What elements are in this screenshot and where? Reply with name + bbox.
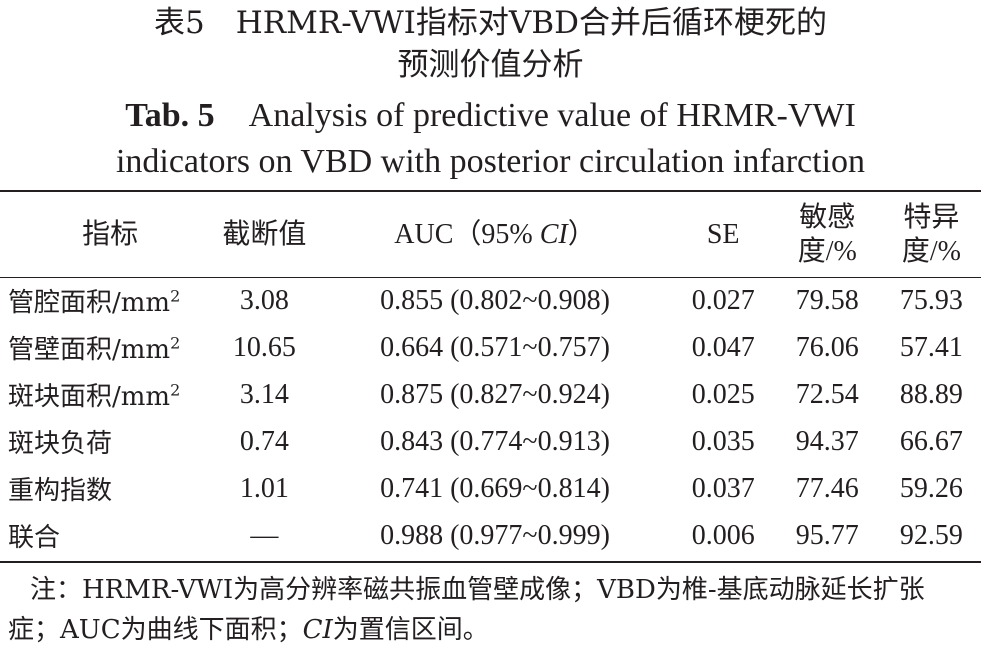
footnote-text-end: 为置信区间。 <box>332 615 489 645</box>
table-title-cn-line1: 表5 HRMR-VWI指标对VBD合并后循环梗死的 <box>154 5 827 41</box>
header-cutoff: 截断值 <box>222 218 307 250</box>
cell-sensitivity: 95.77 <box>795 519 859 551</box>
header-se: SE <box>706 218 740 250</box>
table-row: 管壁面积/mm2 10.65 0.664 (0.571~0.757) 0.047… <box>0 324 981 371</box>
cell-specificity: 75.93 <box>899 284 963 316</box>
cell-indicator: 联合 <box>8 523 61 553</box>
table-title-en-text: Analysis of predictive value of HRMR-VWI <box>248 97 856 134</box>
cell-sensitivity: 72.54 <box>795 378 859 410</box>
table-label-en: Tab. 5 <box>125 97 215 134</box>
cell-auc: 0.855 (0.802~0.908) <box>380 284 610 316</box>
header-sensitivity: 敏感 度/% <box>797 201 857 267</box>
cell-indicator: 斑块负荷 <box>8 429 113 459</box>
table-title-en-line2: indicators on VBD with posterior circula… <box>115 143 866 180</box>
table-footnote: 注：HRMR-VWI为高分辨率磁共振血管壁成像；VBD为椎-基底动脉延长扩张症；… <box>8 570 973 650</box>
cell-specificity: 59.26 <box>899 472 963 504</box>
table-header-rule <box>0 277 981 278</box>
header-auc: AUC（95% CI） <box>394 218 596 250</box>
table-title-cn-line2: 预测价值分析 <box>397 47 584 83</box>
table-title-en-line1: Tab. 5 Analysis of predictive value of H… <box>0 95 981 137</box>
cell-auc: 0.988 (0.977~0.999) <box>380 519 610 551</box>
cell-cutoff: 0.74 <box>239 425 289 457</box>
cell-cutoff: — <box>250 519 279 551</box>
cell-se: 0.037 <box>691 472 755 504</box>
cell-specificity: 66.67 <box>899 425 963 457</box>
cell-cutoff: 3.08 <box>239 284 289 316</box>
table-row: 重构指数 1.01 0.741 (0.669~0.814) 0.037 77.4… <box>0 465 981 512</box>
cell-se: 0.006 <box>691 519 755 551</box>
cell-se: 0.025 <box>691 378 755 410</box>
cell-se: 0.035 <box>691 425 755 457</box>
table-row: 联合 — 0.988 (0.977~0.999) 0.006 95.77 92.… <box>0 512 981 559</box>
cell-cutoff: 3.14 <box>239 378 289 410</box>
header-indicator: 指标 <box>82 218 139 250</box>
cell-sensitivity: 77.46 <box>795 472 859 504</box>
table-row: 管腔面积/mm2 3.08 0.855 (0.802~0.908) 0.027 … <box>0 277 981 324</box>
cell-sensitivity: 94.37 <box>795 425 859 457</box>
cell-auc: 0.664 (0.571~0.757) <box>380 331 610 363</box>
footnote-text: 注：HRMR-VWI为高分辨率磁共振血管壁成像；VBD为椎-基底动脉延长扩张症；… <box>8 575 925 645</box>
cell-sensitivity: 79.58 <box>795 284 859 316</box>
cell-specificity: 57.41 <box>899 331 963 363</box>
cell-indicator: 管腔面积/mm2 <box>8 286 181 318</box>
cell-cutoff: 10.65 <box>232 331 296 363</box>
table-row: 斑块负荷 0.74 0.843 (0.774~0.913) 0.035 94.3… <box>0 418 981 465</box>
cell-specificity: 88.89 <box>899 378 963 410</box>
footnote-ci-abbrev: CI <box>302 615 333 645</box>
table-bottom-rule <box>0 561 981 563</box>
table-top-rule <box>0 190 981 192</box>
data-table: 指标 截断值 AUC（95% CI） SE 敏感 度/% 特异 度/% 管腔面积/m… <box>0 192 981 559</box>
cell-indicator: 重构指数 <box>8 476 113 506</box>
header-specificity: 特异 度/% <box>901 201 961 267</box>
table-row: 斑块面积/mm2 3.14 0.875 (0.827~0.924) 0.025 … <box>0 371 981 418</box>
cell-specificity: 92.59 <box>899 519 963 551</box>
cell-indicator: 斑块面积/mm2 <box>8 380 181 412</box>
cell-auc: 0.875 (0.827~0.924) <box>380 378 610 410</box>
cell-auc: 0.843 (0.774~0.913) <box>380 425 610 457</box>
cell-indicator: 管壁面积/mm2 <box>8 333 181 365</box>
cell-se: 0.047 <box>691 331 755 363</box>
cell-cutoff: 1.01 <box>239 472 289 504</box>
cell-auc: 0.741 (0.669~0.814) <box>380 472 610 504</box>
table-header-row: 指标 截断值 AUC（95% CI） SE 敏感 度/% 特异 度/% <box>0 192 981 277</box>
cell-sensitivity: 76.06 <box>795 331 859 363</box>
cell-se: 0.027 <box>691 284 755 316</box>
